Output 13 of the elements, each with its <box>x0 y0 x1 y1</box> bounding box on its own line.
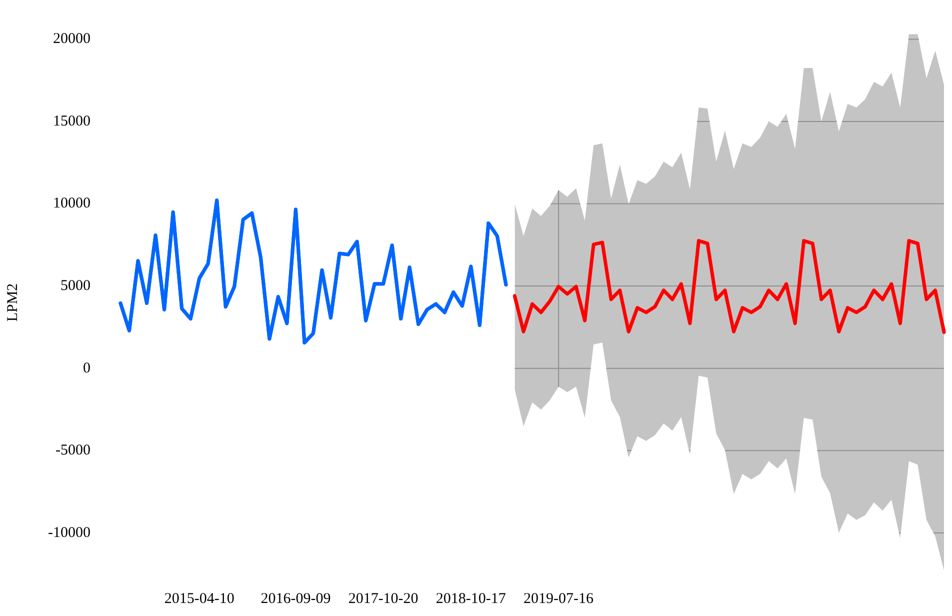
x-tick-label: 2018-10-17 <box>436 590 506 607</box>
y-tick-label: 20000 <box>52 31 90 48</box>
y-tick-label: 15000 <box>52 113 90 130</box>
y-axis-title: LPM2 <box>4 283 21 322</box>
x-tick-label: 2019-07-16 <box>524 590 594 607</box>
x-tick-label: 2016-09-09 <box>260 590 331 607</box>
y-tick-label: 5000 <box>60 278 90 294</box>
x-tick-label: 2015-04-10 <box>164 590 234 607</box>
y-tick-label: 0 <box>82 360 90 376</box>
y-tick-label: 10000 <box>52 196 90 212</box>
x-tick-label: 2017-10-20 <box>348 590 418 607</box>
y-tick-label: -10000 <box>48 524 90 541</box>
y-tick-label: -5000 <box>55 442 90 459</box>
